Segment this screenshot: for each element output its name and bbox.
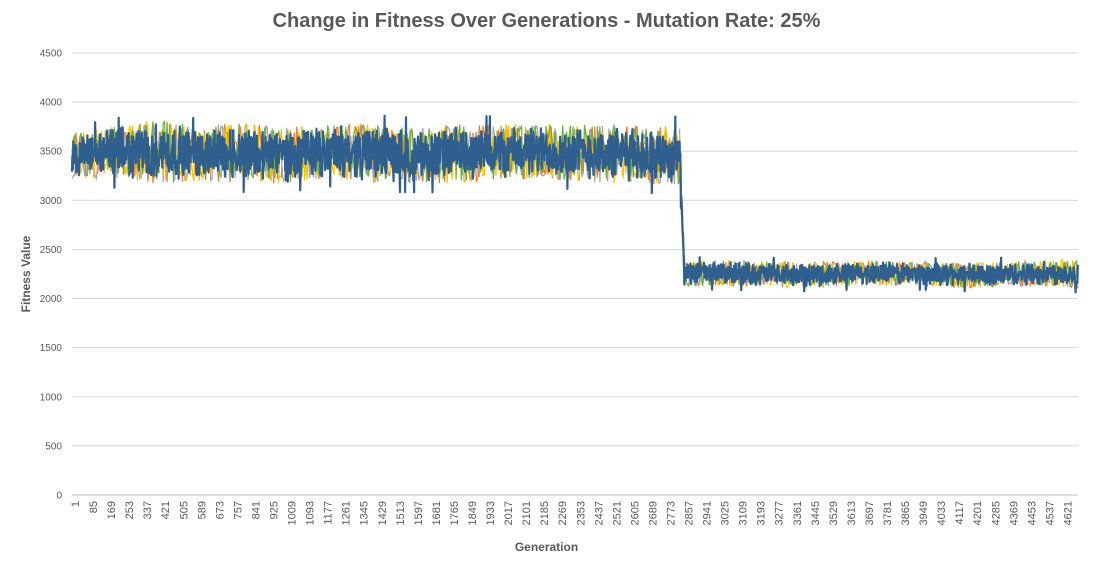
x-tick-label: 421 [160,501,172,519]
x-tick-label: 3781 [882,501,894,525]
y-tick-label: 2500 [40,245,63,256]
y-tick-label: 500 [45,441,62,452]
y-tick-label: 1000 [40,392,63,403]
x-tick-label: 2437 [593,501,605,525]
x-tick-label: 2857 [684,501,696,525]
x-tick-label: 3697 [864,501,876,525]
x-tick-label: 3193 [756,501,768,525]
x-tick-label: 3529 [828,501,840,525]
y-tick-label: 0 [56,491,62,502]
x-tick-label: 1 [70,501,82,507]
x-tick-label: 1093 [305,501,317,525]
gridlines [72,52,1078,496]
x-tick-label: 85 [88,501,100,513]
y-tick-label: 4500 [40,49,63,60]
x-tick-label: 3025 [720,501,732,525]
x-tick-label: 2269 [557,501,569,525]
x-tick-label: 4621 [1062,501,1074,525]
x-tick-label: 3613 [846,501,858,525]
x-tick-label: 841 [250,501,262,519]
x-tick-label: 4285 [990,501,1002,525]
x-tick-label: 3865 [900,501,912,525]
x-tick-label: 3277 [774,501,786,525]
x-tick-label: 2017 [503,501,515,525]
y-tick-label: 3500 [40,147,63,158]
x-tick-label: 4537 [1044,501,1056,525]
x-tick-label: 1429 [377,501,389,525]
x-tick-label: 925 [268,501,280,519]
x-axis-label: Generation [514,540,579,554]
x-tick-label: 1681 [431,501,443,525]
x-tick-label: 3109 [738,501,750,525]
x-tick-label: 505 [178,501,190,519]
x-tick-label: 4201 [972,501,984,525]
x-tick-label: 1261 [341,501,353,525]
x-tick-label: 589 [196,501,208,519]
x-tick-label: 1597 [413,501,425,525]
x-tick-label: 3445 [810,501,822,525]
series-line-1 [70,114,1079,294]
x-tick-label: 1513 [395,501,407,525]
x-tick-label: 1345 [359,501,371,525]
y-tick-label: 1500 [40,343,63,354]
x-tick-label: 4033 [936,501,948,525]
x-tick-label: 3949 [918,501,930,525]
x-tick-label: 673 [214,501,226,519]
x-tick-label: 337 [142,501,154,519]
x-tick-label: 3361 [792,501,804,525]
x-tick-label: 4369 [1008,501,1020,525]
x-tick-label: 1177 [323,501,335,525]
x-tick-label: 2185 [539,501,551,525]
y-tick-label: 2000 [40,294,63,305]
x-tick-label: 1933 [485,501,497,525]
x-tick-label: 2101 [521,501,533,525]
x-tick-label: 1009 [287,501,299,525]
x-tick-label: 4117 [954,501,966,525]
x-tick-label: 2689 [647,501,659,525]
y-tick-label: 4000 [40,98,63,109]
chart-title: Change in Fitness Over Generations - Mut… [272,10,821,32]
x-tick-label: 2605 [629,501,641,525]
x-tick-label: 1765 [449,501,461,525]
x-tick-label: 2521 [611,501,623,525]
x-tick-label: 757 [232,501,244,519]
x-tick-label: 1849 [467,501,479,525]
series-layer [70,114,1079,294]
x-tick-label: 2353 [575,501,587,525]
y-tick-label: 3000 [40,196,63,207]
x-tick-label: 253 [124,501,136,519]
axes: 0 500 1000 1500 2000 2500 3000 3500 4000 4500 1 85 1… [40,49,1075,526]
x-tick-label: 169 [106,501,118,519]
x-tick-label: 2773 [665,501,677,525]
x-tick-label: 2941 [702,501,714,525]
x-tick-label: 4453 [1026,501,1038,525]
